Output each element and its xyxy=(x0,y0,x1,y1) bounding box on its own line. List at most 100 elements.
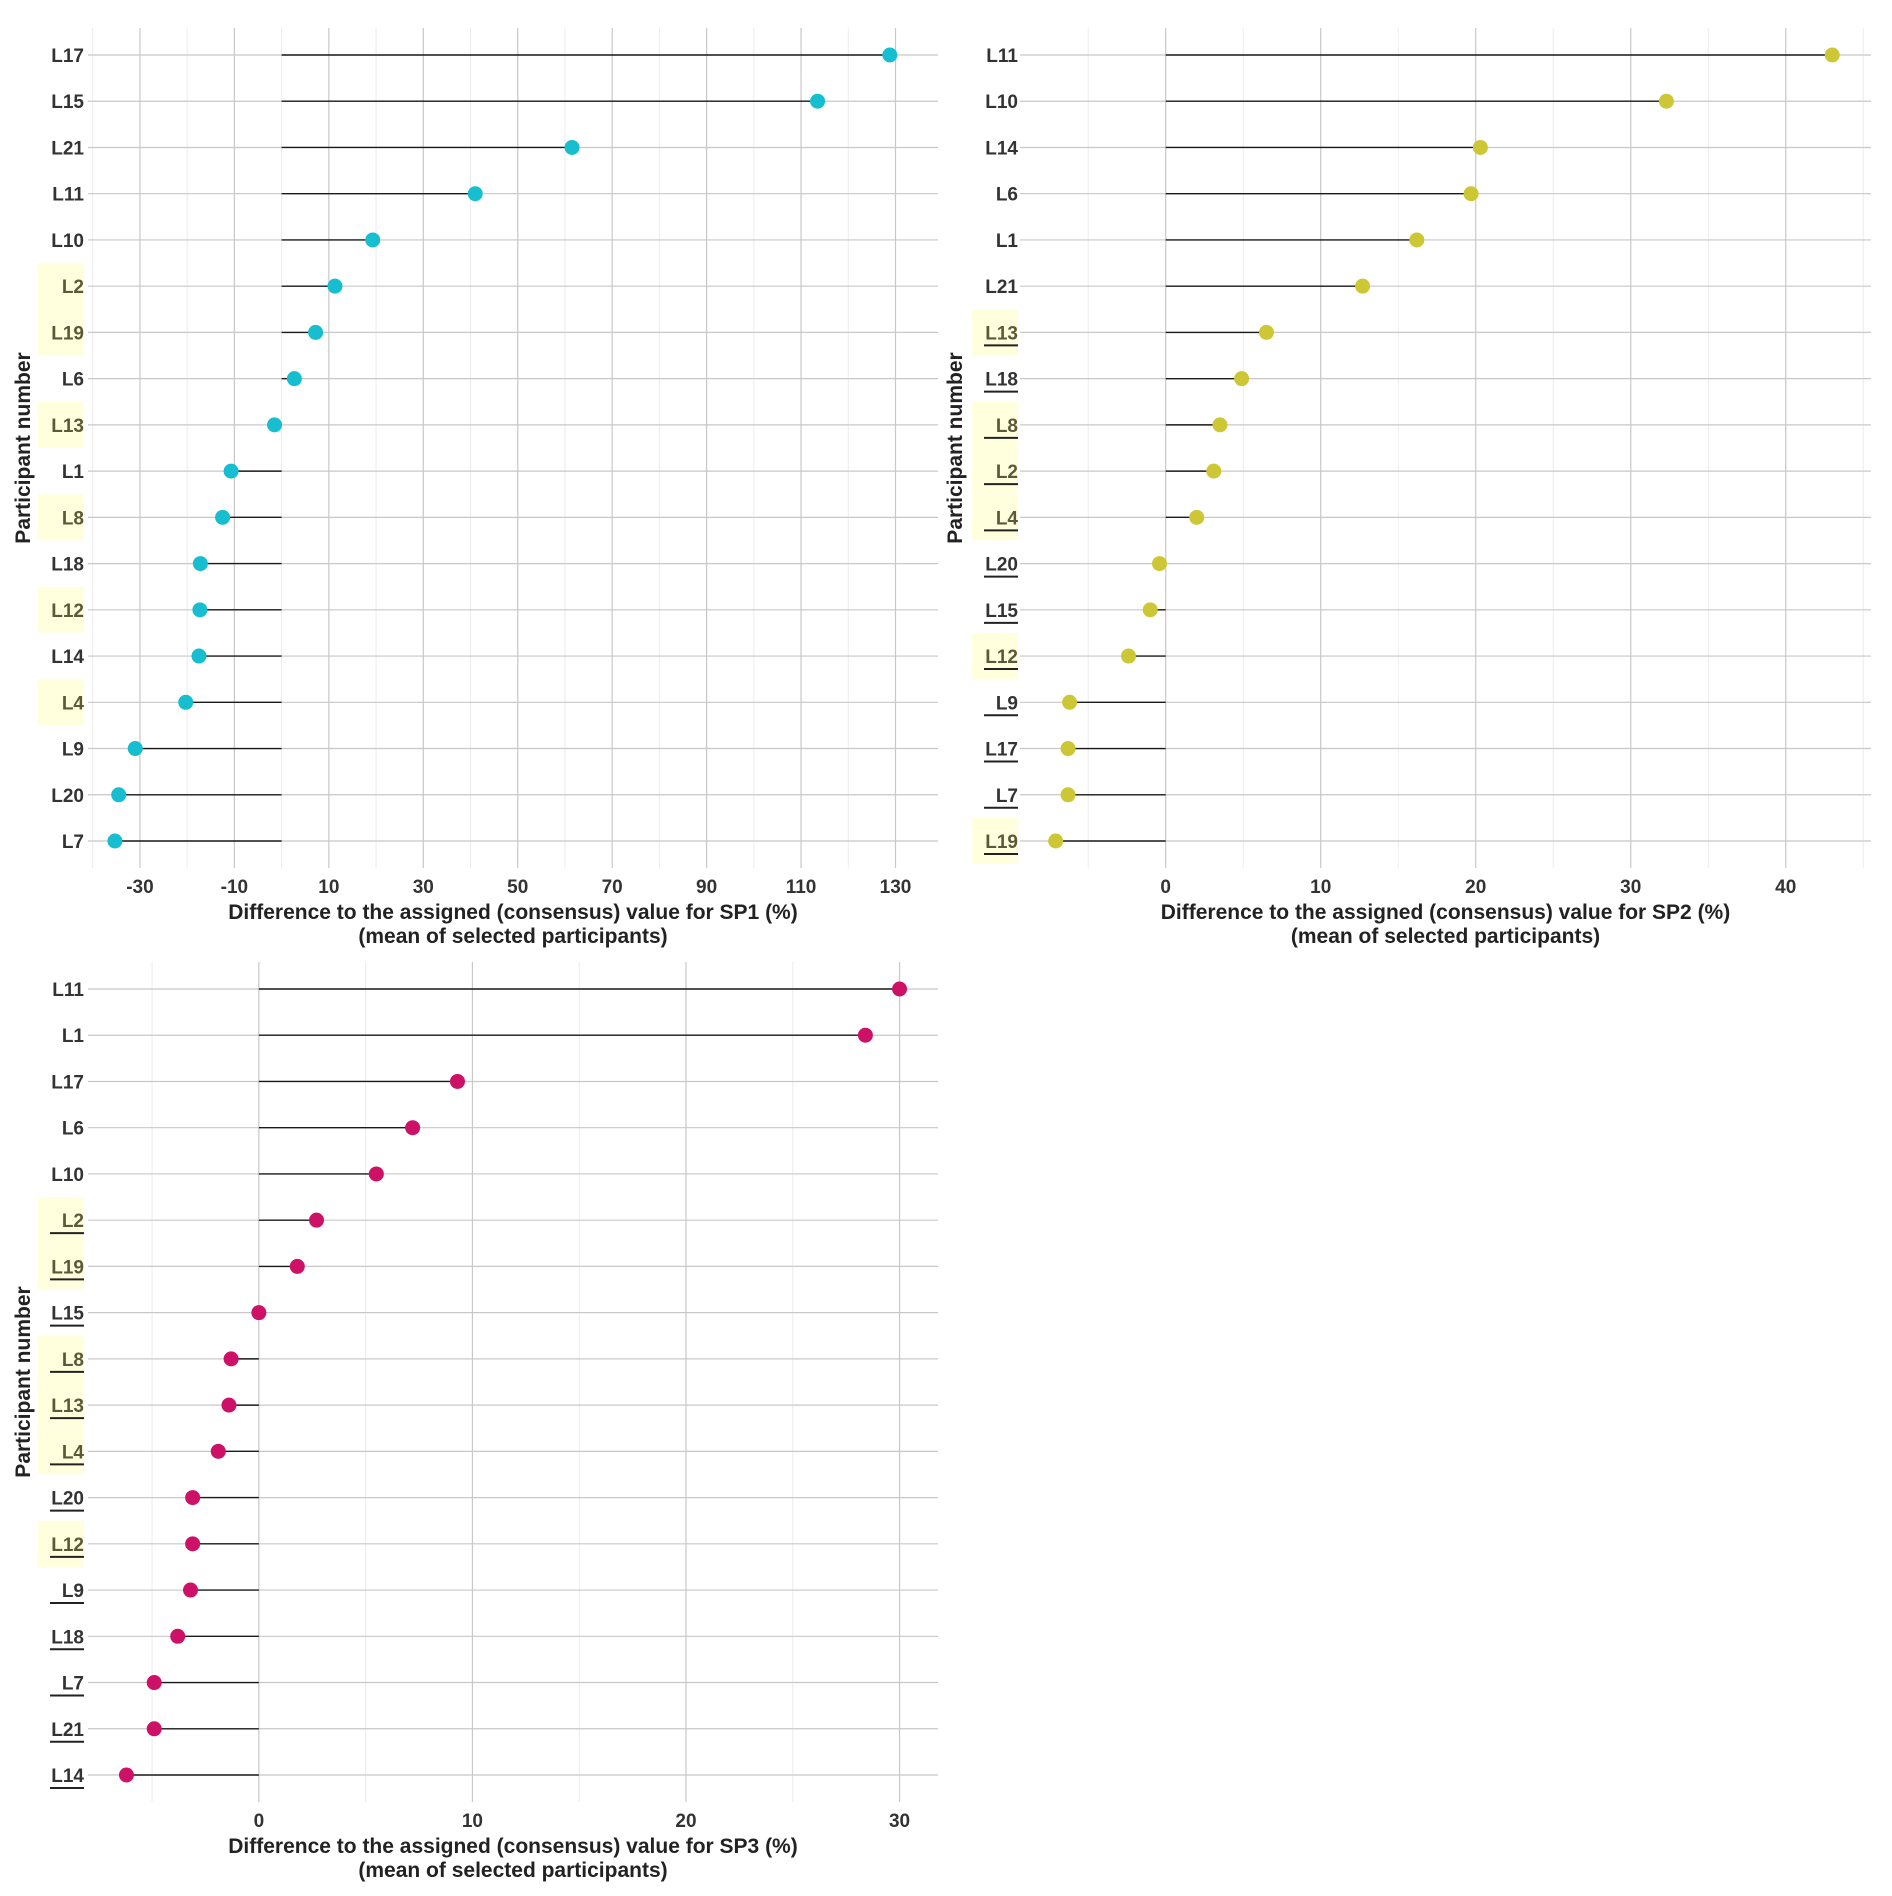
y-tick-label: L10 xyxy=(51,1165,84,1186)
data-point xyxy=(1121,648,1137,664)
data-point xyxy=(267,417,283,433)
y-tick-label: L14 xyxy=(51,1766,84,1787)
x-tick-label: 40 xyxy=(1775,877,1796,898)
y-tick-label: L2 xyxy=(62,1211,84,1232)
x-tick-label: 50 xyxy=(507,877,528,898)
x-axis-title: Difference to the assigned (consensus) v… xyxy=(228,1835,797,1858)
y-tick-label: L2 xyxy=(62,277,84,298)
data-point xyxy=(146,1675,162,1691)
x-tick-label: 110 xyxy=(786,877,817,898)
y-tick-label: L19 xyxy=(51,1257,84,1278)
x-tick-label: -30 xyxy=(126,877,153,898)
data-point xyxy=(1658,93,1674,109)
data-point xyxy=(111,787,127,803)
data-point xyxy=(1152,556,1168,572)
y-tick-label: L10 xyxy=(985,92,1018,113)
label-highlight xyxy=(972,401,1018,448)
y-tick-label: L15 xyxy=(51,92,84,113)
y-axis-title: Participant number xyxy=(12,1286,35,1477)
y-tick-label: L20 xyxy=(51,1489,84,1510)
data-point xyxy=(309,1212,325,1228)
y-tick-label: L18 xyxy=(51,555,84,576)
label-highlight xyxy=(972,448,1018,495)
label-highlight xyxy=(38,586,84,633)
y-tick-label: L6 xyxy=(996,185,1018,206)
data-point xyxy=(221,1397,237,1413)
x-tick-label: 30 xyxy=(413,877,434,898)
y-tick-label: L6 xyxy=(62,1119,84,1140)
y-tick-label: L15 xyxy=(985,601,1018,622)
y-tick-label: L11 xyxy=(986,46,1018,67)
data-point xyxy=(289,1258,305,1274)
y-tick-label: L11 xyxy=(52,980,84,1001)
data-point xyxy=(327,278,343,294)
label-highlight xyxy=(972,309,1018,356)
data-point xyxy=(1472,139,1488,155)
y-tick-label: L19 xyxy=(985,832,1018,853)
data-point xyxy=(449,1073,465,1089)
data-point xyxy=(183,1582,199,1598)
x-tick-label: 30 xyxy=(1620,877,1641,898)
y-tick-label: L4 xyxy=(62,693,85,714)
label-highlight xyxy=(38,1520,84,1567)
x-axis-title: Difference to the assigned (consensus) v… xyxy=(1161,901,1730,924)
y-tick-label: L7 xyxy=(62,832,84,853)
y-tick-label: L8 xyxy=(996,416,1018,437)
data-point xyxy=(405,1120,421,1136)
y-tick-label: L9 xyxy=(996,693,1018,714)
x-tick-label: 0 xyxy=(254,1811,265,1832)
x-tick-label: 90 xyxy=(696,877,717,898)
data-point xyxy=(857,1027,873,1043)
data-point xyxy=(564,139,580,155)
data-point xyxy=(191,648,207,664)
y-tick-label: L12 xyxy=(51,601,84,622)
x-tick-label: 30 xyxy=(889,1811,910,1832)
y-tick-label: L17 xyxy=(51,1072,84,1093)
label-highlight xyxy=(38,401,84,448)
label-highlight xyxy=(38,679,84,726)
y-tick-label: L18 xyxy=(51,1627,84,1648)
x-tick-label: 0 xyxy=(1160,877,1171,898)
data-point xyxy=(1062,694,1078,710)
data-point xyxy=(215,509,231,525)
panel-sp1: L17 L15 L21 L11 L10 L2 L19 L6 L13 L1 L8 L18 L12 L14 L4… xyxy=(12,28,938,948)
y-tick-label: L8 xyxy=(62,508,84,529)
label-highlight xyxy=(38,1382,84,1429)
data-point xyxy=(1463,186,1479,202)
data-point xyxy=(185,1490,201,1506)
data-point xyxy=(1189,509,1205,525)
data-point xyxy=(192,556,208,572)
y-tick-label: L17 xyxy=(51,46,84,67)
data-point xyxy=(1060,787,1076,803)
y-tick-label: L7 xyxy=(996,786,1018,807)
y-tick-label: L7 xyxy=(62,1674,84,1695)
data-point xyxy=(1048,833,1064,849)
data-point xyxy=(368,1166,384,1182)
x-axis-subtitle: (mean of selected participants) xyxy=(1291,925,1600,948)
data-point xyxy=(1142,602,1158,618)
y-axis-title: Participant number xyxy=(944,352,967,543)
data-point xyxy=(1355,278,1371,294)
y-tick-label: L4 xyxy=(996,508,1019,529)
y-tick-label: L14 xyxy=(985,138,1018,159)
panel-sp2: L11 L10 L14 L6 L1 L21 L13 L18 L8 L2 L4 L20 L15 L12 L9 L… xyxy=(944,28,1871,948)
data-point xyxy=(1212,417,1228,433)
y-tick-label: L1 xyxy=(62,462,85,483)
x-axis-title: Difference to the assigned (consensus) v… xyxy=(228,901,797,924)
data-point xyxy=(365,232,381,248)
y-tick-label: L14 xyxy=(51,647,84,668)
data-point xyxy=(107,833,123,849)
y-tick-label: L9 xyxy=(62,1581,84,1602)
data-point xyxy=(251,1305,267,1321)
panel-sp3: L11 L1 L17 L6 L10 L2 L19 L15 L8 L13 L4 L20 L12 L9 L18 L… xyxy=(12,962,938,1882)
data-point xyxy=(308,324,324,340)
x-tick-label: 20 xyxy=(675,1811,696,1832)
data-point xyxy=(1824,47,1840,63)
label-highlight xyxy=(38,1428,84,1475)
label-highlight xyxy=(972,818,1018,864)
data-point xyxy=(210,1443,226,1459)
data-point xyxy=(467,186,483,202)
y-tick-label: L19 xyxy=(51,323,84,344)
data-point xyxy=(223,1351,239,1367)
